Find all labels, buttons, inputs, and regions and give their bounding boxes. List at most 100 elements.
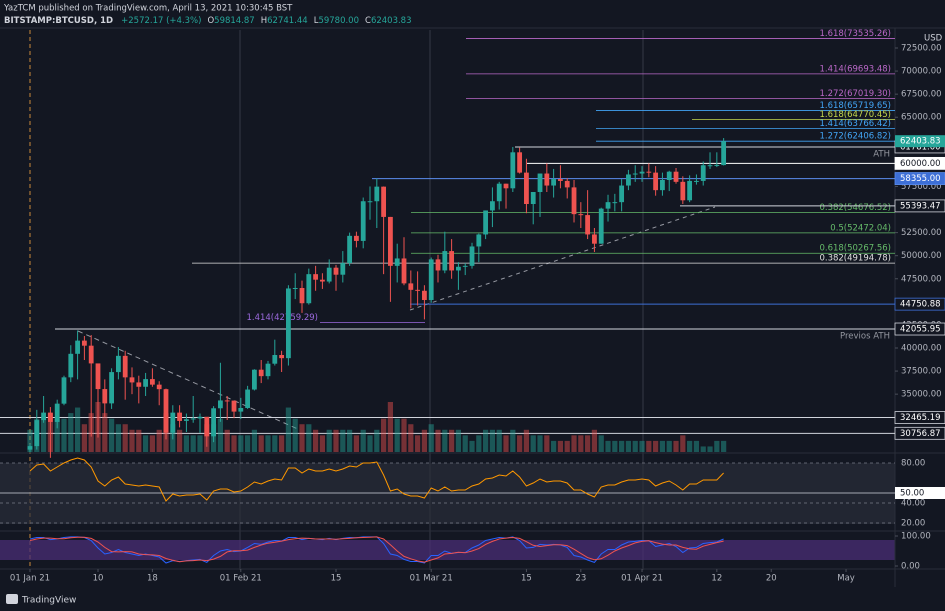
candle-body [286, 288, 291, 359]
candle-body [578, 214, 584, 216]
candle-body [190, 418, 196, 420]
volume-bar [245, 435, 251, 452]
volume-bar [544, 435, 550, 452]
y-tick-label: 57500.00 [901, 182, 942, 192]
candle-body [197, 416, 203, 419]
volume-bar [27, 429, 33, 452]
candle-body [258, 369, 264, 377]
candle-body [68, 353, 74, 378]
volume-bar [333, 429, 339, 452]
volume-bar [659, 440, 666, 452]
field-value: 62403.83 [371, 16, 412, 26]
candle-body [245, 389, 251, 408]
trendline [77, 330, 301, 431]
candle-body [687, 180, 693, 201]
volume-bar [673, 440, 679, 452]
volume-bar [625, 440, 632, 452]
stoch-band [0, 540, 895, 560]
candle-body [700, 165, 706, 181]
last-price-label: 62403.83 [900, 137, 941, 147]
volume-bar [381, 418, 387, 452]
candle-body [660, 179, 665, 191]
candle-body [551, 179, 557, 186]
fib-label: 0.382(49194.78) [819, 254, 891, 264]
price-level-label: 58355.00 [900, 174, 941, 184]
candle-body [714, 164, 720, 166]
candle-body [109, 372, 114, 404]
volume-bar [231, 435, 237, 452]
candle-body [639, 171, 645, 174]
candle-body [41, 412, 46, 421]
candle-body [612, 202, 618, 204]
candle-body [435, 259, 441, 271]
volume-bar [340, 429, 346, 452]
volume-bar [115, 424, 121, 452]
candle-body [558, 179, 563, 181]
volume-bar [421, 429, 428, 452]
volume-bar [149, 435, 155, 452]
price-level-box [894, 411, 945, 424]
candle-body [605, 202, 611, 209]
volume-bar [265, 435, 271, 452]
volume-bar [537, 435, 543, 452]
price-level-note: ATH [873, 149, 890, 159]
rsi-band [0, 463, 895, 524]
price-level-label: 60000.00 [900, 159, 941, 169]
candle-body [632, 173, 638, 175]
volume-bar [374, 429, 380, 452]
fib-label: 0.5(52472.04) [830, 223, 891, 233]
stoch-tick-label: 0.00 [901, 562, 920, 572]
y-tick-label: 47500.00 [901, 274, 942, 284]
candle-body [564, 180, 570, 188]
y-tick-label: 65000.00 [901, 113, 942, 123]
candle-body [252, 369, 257, 390]
candle-body [517, 152, 523, 173]
candle-body [313, 274, 319, 280]
candle-body [585, 215, 591, 235]
fib-label: 1.272(67019.30) [819, 89, 891, 99]
candle-body [496, 183, 502, 202]
candle-body [571, 187, 577, 215]
volume-bar [598, 435, 604, 452]
volume-bar [442, 429, 448, 452]
volume-bar [122, 424, 128, 452]
volume-bar [217, 418, 224, 452]
candle-body [598, 208, 604, 244]
candle-body [149, 379, 155, 385]
volume-bar [197, 435, 203, 452]
plot: 35000.0037500.0040000.0042500.0045000.00… [0, 29, 945, 584]
volume-bar [285, 407, 292, 452]
candle-body [401, 258, 407, 284]
volume-bar [612, 440, 618, 452]
candle-body [34, 420, 40, 447]
field-value: 59780.00 [318, 16, 359, 26]
price-level-box [894, 426, 945, 440]
fib-label: 1.272(62406.82) [819, 132, 891, 142]
candle-body [81, 340, 87, 346]
volume-bar [81, 424, 87, 452]
volume-bar [415, 435, 421, 452]
header: BITSTAMP:BTCUSD, 1D +2572.17 (+4.3%) O5981… [4, 16, 412, 26]
candle-body [374, 186, 380, 202]
candle-body [381, 186, 387, 217]
y-tick-label: 72500.00 [901, 43, 942, 53]
volume-bar [428, 424, 434, 452]
volume-bar [102, 413, 108, 452]
candle-body [415, 289, 421, 291]
fib-label: 1.414(69693.48) [819, 64, 891, 74]
candle-body [211, 408, 217, 437]
volume-bar [142, 435, 149, 452]
volume-bar [353, 435, 360, 452]
field-key: C [365, 16, 371, 26]
volume-bar [557, 440, 564, 452]
symbol: BITSTAMP:BTCUSD, 1D [4, 16, 113, 26]
volume-bar [190, 435, 196, 452]
candle-body [54, 403, 60, 422]
stoch-line [29, 536, 724, 563]
candle-body [449, 251, 455, 271]
x-tick-label: 01 Apr 21 [621, 574, 663, 584]
x-tick-label: 01 Mar 21 [410, 574, 453, 584]
volume-bar [40, 418, 47, 452]
volume-bar [183, 435, 189, 452]
